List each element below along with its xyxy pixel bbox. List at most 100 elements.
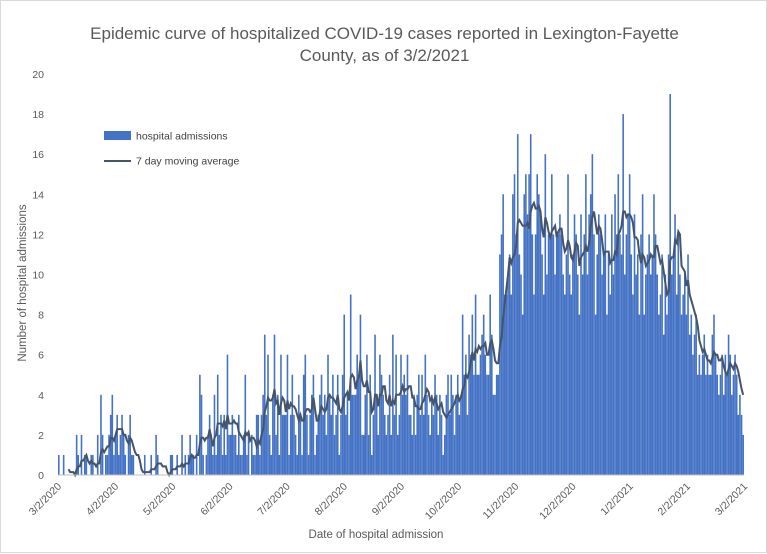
bar (492, 394, 495, 475)
bar (398, 414, 401, 475)
bar-series (58, 94, 744, 476)
bar (737, 414, 740, 475)
bar (520, 274, 522, 475)
bar (207, 434, 209, 475)
bar (187, 454, 190, 475)
bar (322, 414, 324, 475)
bar (674, 214, 676, 475)
bar (653, 194, 655, 476)
bar (210, 434, 213, 475)
bar (100, 394, 102, 475)
bar (259, 454, 261, 475)
bar (250, 434, 253, 475)
bar (636, 254, 639, 475)
bar (234, 434, 237, 475)
bar (225, 454, 227, 475)
bar (688, 334, 691, 475)
bar (403, 374, 406, 475)
bar (609, 294, 611, 475)
bar (429, 434, 431, 475)
chart-title-line-2: County, as of 3/2/2021 (299, 46, 470, 65)
bar (286, 354, 289, 475)
bar (529, 134, 532, 475)
bar (218, 434, 221, 475)
bar (369, 374, 371, 475)
x-tick-label: 9/2/2020 (370, 481, 407, 518)
x-tick-label: 6/2/2020 (198, 481, 235, 518)
bar (671, 274, 673, 475)
y-tick-label: 0 (38, 470, 44, 482)
bar (638, 314, 641, 475)
bar (291, 374, 294, 475)
bar (181, 434, 183, 475)
bar (143, 454, 146, 475)
bar (58, 454, 60, 475)
bar (272, 394, 274, 475)
bar (275, 434, 277, 475)
bar (458, 414, 461, 475)
bar (283, 414, 286, 475)
bar (105, 454, 107, 475)
bar (662, 334, 665, 475)
x-tick-label: 5/2/2020 (141, 481, 178, 518)
y-tick-label: 2 (38, 430, 44, 442)
y-tick-label: 12 (32, 229, 44, 241)
bar (491, 334, 493, 475)
bar (568, 274, 571, 475)
bar (611, 214, 613, 475)
bar (591, 154, 594, 475)
bar (598, 214, 600, 475)
bar (554, 274, 556, 475)
bar (570, 294, 573, 475)
legend: hospital admissions 7 day moving average (104, 131, 239, 168)
bar (267, 354, 269, 475)
bar (687, 254, 689, 475)
bar (124, 454, 127, 475)
bar (596, 254, 599, 475)
bar (651, 254, 654, 475)
bar (461, 314, 464, 475)
bar (659, 294, 662, 475)
bar (705, 374, 707, 475)
bar (718, 394, 720, 475)
bar (552, 234, 555, 475)
bar (500, 234, 503, 475)
bar (208, 414, 211, 475)
bar (278, 454, 281, 475)
x-tick-label: 4/2/2020 (84, 481, 121, 518)
bar (456, 374, 459, 475)
bar (361, 434, 363, 475)
bar (682, 294, 684, 475)
bar (562, 274, 564, 475)
bar (572, 254, 574, 475)
bar (260, 414, 263, 475)
bar (356, 354, 358, 475)
x-tick-label: 3/2/2020 (27, 481, 64, 518)
bar (424, 354, 427, 475)
bar (327, 354, 329, 475)
bar (692, 354, 694, 475)
bar (401, 394, 404, 475)
bar (606, 314, 608, 475)
bar (377, 434, 380, 475)
bar (111, 394, 114, 475)
bar (281, 414, 284, 475)
bar (439, 394, 441, 475)
bar (528, 174, 530, 475)
bar (419, 414, 422, 475)
bar (113, 454, 115, 475)
bar (690, 314, 693, 475)
bar (711, 334, 714, 475)
x-tick-label: 1/2/2021 (598, 481, 635, 518)
bar (257, 414, 260, 475)
bar (330, 414, 333, 475)
bar (387, 414, 389, 475)
bar (233, 434, 235, 475)
bar (586, 274, 589, 475)
bar (719, 374, 722, 475)
bar (190, 454, 193, 475)
bar (599, 234, 602, 475)
bar (241, 454, 243, 475)
